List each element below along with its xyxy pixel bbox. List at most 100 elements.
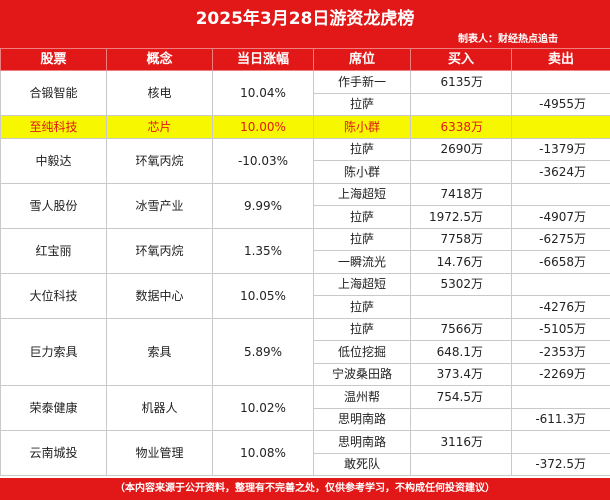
seat-cell: 思明南路 [313, 430, 411, 454]
sell-cell [511, 430, 610, 454]
change-cell: 10.04% [212, 70, 314, 116]
sell-cell: -6275万 [511, 227, 610, 251]
sell-cell: -611.3万 [511, 407, 610, 431]
buy-cell: 14.76万 [410, 250, 512, 274]
change-cell: 10.08% [212, 430, 314, 476]
sell-cell [511, 272, 610, 296]
buy-cell: 3116万 [410, 430, 512, 454]
change-cell: 10.05% [212, 272, 314, 319]
column-header: 当日涨幅 [212, 48, 314, 71]
sell-cell: -372.5万 [511, 452, 610, 476]
concept-cell: 芯片 [106, 115, 213, 139]
seat-cell: 拉萨 [313, 317, 411, 341]
buy-cell: 7418万 [410, 182, 512, 206]
concept-cell: 机器人 [106, 385, 213, 431]
sell-cell: -2353万 [511, 340, 610, 364]
buy-cell: 7758万 [410, 227, 512, 251]
concept-cell: 核电 [106, 70, 213, 116]
table-row: 大位科技 数据中心 10.05% 上海超短 5302万 [0, 272, 610, 319]
seat-cell: 作手新一 [313, 70, 411, 94]
seat-cell: 拉萨 [313, 137, 411, 161]
change-cell: 9.99% [212, 182, 314, 229]
column-header: 概念 [106, 48, 213, 71]
table-row: 宁波桑田路 373.4万 -2269万 [1, 362, 610, 386]
buy-cell: 6135万 [410, 70, 512, 94]
concept-cell: 环氧丙烷 [106, 227, 213, 274]
stock-name-cell: 雪人股份 [0, 182, 107, 229]
column-header: 股票 [0, 48, 107, 71]
concept-cell: 环氧丙烷 [106, 137, 213, 184]
table-row: 红宝丽 环氧丙烷 1.35% 拉萨 7758万 -6275万 [0, 227, 610, 274]
seat-cell: 上海超短 [313, 272, 411, 296]
table-body: 合锻智能 核电 10.04% 作手新一 6135万 拉萨 -4955万 至纯科技 芯片 10.00… [0, 70, 610, 476]
stock-name-cell: 合锻智能 [0, 70, 107, 116]
stock-name-cell: 云南城投 [0, 430, 107, 476]
buy-cell [410, 452, 512, 476]
change-cell: -10.03% [212, 137, 314, 184]
change-cell: 10.02% [212, 385, 314, 431]
table-row: 合锻智能 核电 10.04% 作手新一 6135万 [0, 70, 610, 116]
buy-cell: 7566万 [410, 317, 512, 341]
table-row: 低位挖掘 648.1万 -2353万 [1, 340, 610, 364]
buy-cell [410, 92, 512, 116]
sell-cell: -2269万 [511, 362, 610, 386]
table-row: 至纯科技 芯片 10.00% 陈小群 6338万 [0, 115, 610, 139]
table-row: 思明南路 -611.3万 [1, 407, 610, 431]
buy-cell: 648.1万 [410, 340, 512, 364]
sell-cell [511, 385, 610, 409]
table-row: 云南城投 物业管理 10.08% 思明南路 3116万 [0, 430, 610, 476]
maker-credit: 制表人：财经热点追击 [458, 34, 558, 45]
seat-cell: 拉萨 [313, 92, 411, 116]
seat-cell: 思明南路 [313, 407, 411, 431]
buy-cell [410, 160, 512, 184]
concept-cell: 物业管理 [106, 430, 213, 476]
seat-cell: 拉萨 [313, 205, 411, 229]
seat-cell: 低位挖掘 [313, 340, 411, 364]
sell-cell [511, 182, 610, 206]
column-header: 买入 [410, 48, 512, 71]
sell-cell [511, 115, 610, 139]
table-row: 巨力索具 索具 5.89% 拉萨 7566万 -5105万 [0, 317, 610, 386]
page-title: 2025年3月28日游资龙虎榜 [195, 9, 415, 29]
stock-name-cell: 荣泰健康 [0, 385, 107, 431]
table-row: 一瞬流光 14.76万 -6658万 [1, 250, 610, 274]
seat-cell: 拉萨 [313, 227, 411, 251]
sell-cell: -3624万 [511, 160, 610, 184]
buy-cell: 1972.5万 [410, 205, 512, 229]
seat-cell: 上海超短 [313, 182, 411, 206]
change-cell: 1.35% [212, 227, 314, 274]
column-header: 席位 [313, 48, 411, 71]
sell-cell: -4955万 [511, 92, 610, 116]
seat-cell: 宁波桑田路 [313, 362, 411, 386]
stock-name-cell: 中毅达 [0, 137, 107, 184]
sell-cell: -6658万 [511, 250, 610, 274]
seat-cell: 一瞬流光 [313, 250, 411, 274]
seat-cell: 敢死队 [313, 452, 411, 476]
seat-cell: 陈小群 [313, 160, 411, 184]
table-row: 荣泰健康 机器人 10.02% 温州帮 754.5万 [0, 385, 610, 431]
concept-cell: 数据中心 [106, 272, 213, 319]
buy-cell: 5302万 [410, 272, 512, 296]
stock-name-cell: 红宝丽 [0, 227, 107, 274]
table-row: 敢死队 -372.5万 [1, 452, 610, 476]
buy-cell [410, 295, 512, 319]
buy-cell: 2690万 [410, 137, 512, 161]
sell-cell [511, 70, 610, 94]
table-row: 陈小群 -3624万 [1, 160, 610, 184]
table-row: 拉萨 -4276万 [1, 295, 610, 319]
buy-cell: 373.4万 [410, 362, 512, 386]
seat-cell: 温州帮 [313, 385, 411, 409]
concept-cell: 索具 [106, 317, 213, 386]
sell-cell: -5105万 [511, 317, 610, 341]
stock-name-cell: 巨力索具 [0, 317, 107, 386]
seat-cell: 拉萨 [313, 295, 411, 319]
change-cell: 5.89% [212, 317, 314, 386]
seat-cell: 陈小群 [313, 115, 411, 139]
stock-name-cell: 至纯科技 [0, 115, 107, 139]
disclaimer-footer: （本内容来源于公开资料，整理有不完善之处，仅供参考学习，不构成任何投资建议） [0, 478, 610, 500]
buy-cell: 754.5万 [410, 385, 512, 409]
dragon-tiger-table: 股票 概念 当日涨幅 席位 买入 卖出 合锻智能 核电 10.04% 作手新一 6135… [0, 48, 610, 476]
buy-cell: 6338万 [410, 115, 512, 139]
table-row: 雪人股份 冰雪产业 9.99% 上海超短 7418万 [0, 182, 610, 229]
